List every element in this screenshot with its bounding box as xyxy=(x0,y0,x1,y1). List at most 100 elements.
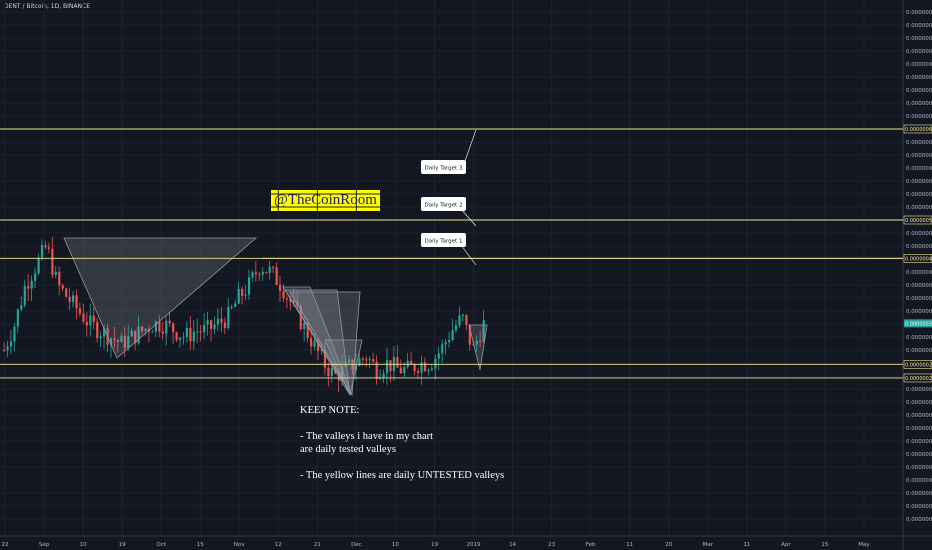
candle-body xyxy=(482,320,485,342)
candle-body xyxy=(254,272,258,275)
watermark-label: @TheCoinRoom xyxy=(271,190,380,211)
x-tick-label: 11 xyxy=(626,542,633,548)
candle-body xyxy=(182,337,185,339)
candle-body xyxy=(144,328,147,331)
candle-body xyxy=(154,321,157,332)
y-tick-label: 0.00000078 xyxy=(906,36,932,42)
y-tick-label: 0.00000038 xyxy=(906,296,932,302)
candle-body xyxy=(37,257,40,274)
candle-body xyxy=(341,366,344,381)
y-tick-label: 0.00000008 xyxy=(906,491,932,497)
candle-body xyxy=(9,341,13,347)
candle-body xyxy=(47,247,51,249)
candle-body xyxy=(65,288,68,297)
candle-body xyxy=(54,271,57,275)
valley-triangle-4 xyxy=(289,291,361,397)
candle-body xyxy=(368,359,371,361)
y-tick-label: 0.00000062 xyxy=(906,140,932,146)
y-tick-label: 0.00000056 xyxy=(906,179,932,185)
y-tick-label: 0.00000072 xyxy=(906,75,932,81)
x-tick-label: 15 xyxy=(197,542,204,548)
candle-body xyxy=(296,300,299,306)
candle-body xyxy=(372,359,375,362)
valley-triangle-3 xyxy=(284,289,351,396)
y-tick-label: 0.00000018 xyxy=(906,426,932,432)
candle-body xyxy=(361,358,364,360)
candle-body xyxy=(323,349,327,368)
candle-body xyxy=(165,320,168,334)
candle-body xyxy=(348,359,351,363)
candle-body xyxy=(196,331,199,333)
level-tag xyxy=(903,254,932,263)
candle-body xyxy=(310,337,313,347)
candle-body xyxy=(230,306,233,308)
candle-body xyxy=(189,328,192,342)
x-tick-label: 10 xyxy=(392,542,399,548)
candle-body xyxy=(396,357,399,368)
candle-body xyxy=(475,340,478,345)
y-tick-label: 0.00000076 xyxy=(906,49,932,55)
candle-body xyxy=(151,331,154,333)
candle-body xyxy=(68,296,71,302)
y-tick-label: 0.00000014 xyxy=(906,452,932,458)
candle-body xyxy=(134,330,137,344)
candle-body xyxy=(61,285,64,289)
candle-body xyxy=(185,328,189,338)
candle-body xyxy=(127,336,130,349)
candle-body xyxy=(299,305,302,329)
y-tick-label: 0.00000030 xyxy=(906,348,932,354)
callout-text: Daily Target 1 xyxy=(425,239,463,245)
x-tick-label: 20 xyxy=(665,542,672,548)
candle-body xyxy=(172,323,175,333)
valley-triangle-6 xyxy=(468,324,488,371)
candle-body xyxy=(44,245,47,248)
candle-body xyxy=(58,271,61,286)
candle-body xyxy=(330,368,333,376)
valley-triangle-1 xyxy=(63,237,258,359)
candle-body xyxy=(272,266,275,268)
candle-body xyxy=(261,272,264,275)
y-tick-label: 0.00000058 xyxy=(906,166,932,172)
y-tick-label: 0.00000048 xyxy=(906,231,932,237)
candle-body xyxy=(265,272,268,274)
candle-body xyxy=(120,335,123,343)
x-tick-label: 15 xyxy=(821,542,828,548)
candle-body xyxy=(72,295,75,302)
candle-body xyxy=(399,367,402,374)
x-tick-label: Mar xyxy=(703,542,714,548)
candle-body xyxy=(220,318,223,323)
y-tick-label: 0.00000042 xyxy=(906,270,932,276)
level-tag xyxy=(903,359,932,369)
candle-body xyxy=(23,286,26,306)
candle-body xyxy=(109,338,113,345)
y-tick-label: 0.00000010 xyxy=(906,478,932,484)
candle-body xyxy=(216,318,220,325)
x-tick-label: 2019 xyxy=(467,542,481,548)
candle-body xyxy=(51,248,54,275)
level-tag-label: 0.00000044 xyxy=(905,256,932,262)
x-tick-label: 21 xyxy=(314,542,321,548)
x-tick-label: 19 xyxy=(119,542,126,548)
x-tick-label: Sep xyxy=(39,542,50,548)
candle-body xyxy=(34,273,37,281)
candle-body xyxy=(465,314,468,325)
candle-body xyxy=(375,361,378,379)
candle-body xyxy=(213,324,216,329)
x-tick-label: 10 xyxy=(80,542,87,548)
candle-body xyxy=(358,358,361,366)
x-tick-label: Apr xyxy=(781,542,791,548)
candle-body xyxy=(434,358,437,369)
candle-body xyxy=(244,294,247,296)
y-tick-label: 0.00000070 xyxy=(906,88,932,94)
chart-title: DENT / Bitcoin, 1D, BINANCE xyxy=(4,3,90,10)
y-tick-label: 0.00000054 xyxy=(906,192,932,198)
candle-body xyxy=(320,349,323,351)
candle-body xyxy=(472,344,475,346)
level-tag xyxy=(903,373,932,383)
candle-body xyxy=(85,321,88,326)
candle-body xyxy=(161,331,164,334)
